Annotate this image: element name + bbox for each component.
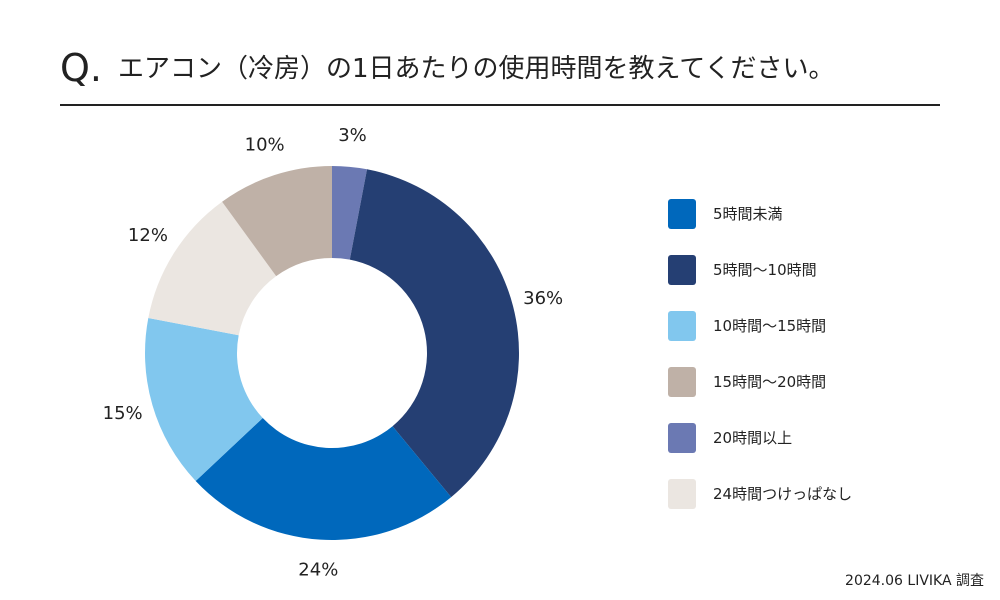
legend-item: 20時間以上 [668,423,908,453]
legend-label: 5時間〜10時間 [713,261,817,279]
slice-percent-label: 36% [523,288,563,309]
legend-swatch [668,423,696,453]
chart-title: エアコン（冷房）の1日あたりの使用時間を教えてください。 [118,54,835,84]
legend-label: 15時間〜20時間 [713,373,827,391]
legend-swatch [668,255,696,285]
legend-label: 10時間〜15時間 [713,317,827,335]
legend-swatch [668,311,696,341]
slice-percent-label: 3% [338,125,367,146]
donut-slice [145,317,263,482]
donut-slice [332,166,368,260]
donut-slice [148,201,277,336]
source-footnote: 2024.06 LIVIKA 調査 [845,573,984,589]
legend-swatch [668,199,696,229]
slice-percent-label: 10% [245,135,285,156]
legend-swatch [668,367,696,397]
legend-swatch [668,479,696,509]
legend-label: 24時間つけっぱなし [713,485,853,503]
donut-slice [349,169,519,498]
legend-label: 20時間以上 [713,429,793,447]
slice-percent-label: 12% [128,225,168,246]
legend-item: 5時間未満 [668,199,908,229]
legend-item: 10時間〜15時間 [668,311,908,341]
slice-percent-label: 15% [103,403,143,424]
legend-item: 15時間〜20時間 [668,367,908,397]
legend-item: 24時間つけっぱなし [668,479,908,509]
donut-slice [222,166,332,277]
legend-item: 5時間〜10時間 [668,255,908,285]
slice-percent-label: 24% [298,560,338,581]
header: Q. エアコン（冷房）の1日あたりの使用時間を教えてください。 [60,40,940,106]
legend-label: 5時間未満 [713,205,783,223]
question-mark: Q. [60,46,102,90]
donut-slice [195,418,452,540]
